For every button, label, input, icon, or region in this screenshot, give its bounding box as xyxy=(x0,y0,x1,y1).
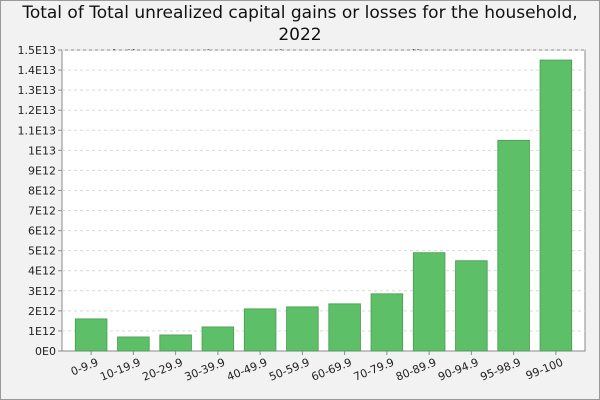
chart-title-line-1: Total of Total unrealized capital gains … xyxy=(22,3,578,45)
y-tick-label: 3E12 xyxy=(28,285,56,298)
y-tick-label: 7E12 xyxy=(28,205,56,218)
y-tick-label: 9E12 xyxy=(28,164,56,177)
x-tick-label: 10-19.9 xyxy=(98,356,142,384)
bar xyxy=(286,306,319,352)
y-tick-label: 1E12 xyxy=(28,325,56,338)
y-tick-label: 1E13 xyxy=(28,144,56,157)
y-tick-label: 0E0 xyxy=(35,345,56,358)
bar xyxy=(117,336,150,352)
y-tick-label: 5E12 xyxy=(28,245,56,258)
bar xyxy=(159,334,192,352)
bar xyxy=(539,59,573,352)
x-tick-label: 50-59.9 xyxy=(267,356,311,384)
bar xyxy=(370,293,404,352)
x-tick-label: 80-89.9 xyxy=(394,356,438,384)
x-tick-label: 0-9.9 xyxy=(69,356,100,379)
x-tick-label: 95-98.9 xyxy=(479,356,523,384)
x-tick-label: 20-29.9 xyxy=(141,356,185,384)
x-tick-label: 90-94.9 xyxy=(436,356,480,384)
x-axis: 0-9.910-19.920-29.930-39.940-49.950-59.9… xyxy=(69,351,565,384)
x-tick-label: 40-49.9 xyxy=(225,356,269,384)
y-tick-label: 1.4E13 xyxy=(18,64,56,77)
y-tick-label: 8E12 xyxy=(28,184,56,197)
bar xyxy=(455,260,488,352)
bar xyxy=(243,308,277,352)
bar xyxy=(74,318,108,352)
bar xyxy=(412,252,446,352)
y-tick-label: 4E12 xyxy=(28,265,56,278)
x-tick-label: 30-39.9 xyxy=(183,356,227,384)
y-axis: 0E0 1E12 2E12 3E12 4E12 5E12 6E12 7E12 8E12 9E12 1… xyxy=(18,44,62,358)
y-tick-label: 1.1E13 xyxy=(18,124,56,137)
y-tick-label: 2E12 xyxy=(28,305,56,318)
bars xyxy=(74,59,573,352)
bar xyxy=(328,303,361,352)
y-tick-label: 6E12 xyxy=(28,225,56,238)
x-tick-label: 70-79.9 xyxy=(352,356,396,384)
y-tick-label: 1.3E13 xyxy=(18,84,56,97)
x-tick-label: 99-100 xyxy=(524,356,565,383)
x-tick-label: 60-69.9 xyxy=(310,356,354,384)
bar xyxy=(497,139,530,352)
bar xyxy=(201,326,235,352)
y-tick-label: 1.2E13 xyxy=(18,104,56,117)
y-tick-label: 1.5E13 xyxy=(18,44,56,57)
